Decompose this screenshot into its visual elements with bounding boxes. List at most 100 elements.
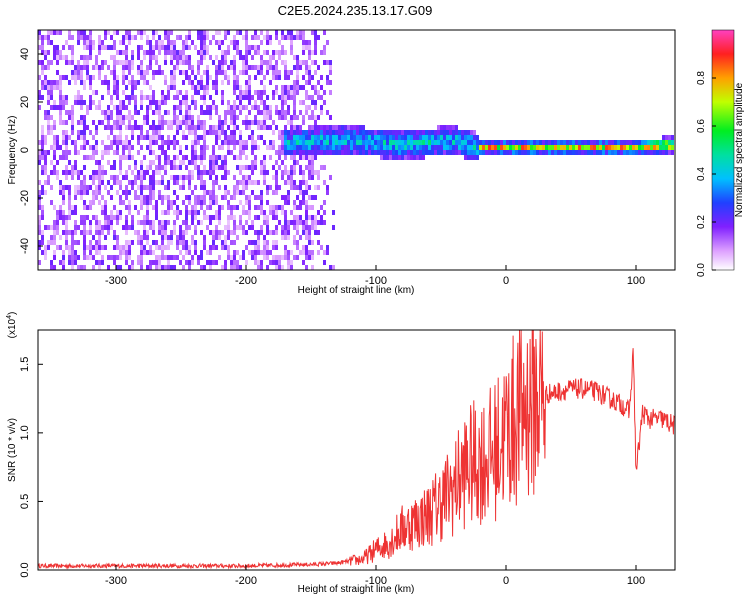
heat-cell bbox=[488, 140, 491, 145]
heat-cell bbox=[65, 185, 68, 190]
heat-cell bbox=[113, 40, 116, 45]
heat-cell bbox=[248, 85, 251, 90]
heat-cell bbox=[248, 125, 251, 130]
heat-cell bbox=[200, 60, 203, 65]
heat-cell bbox=[143, 80, 146, 85]
heat-cell bbox=[407, 135, 410, 140]
heat-cell bbox=[314, 130, 317, 135]
heat-cell bbox=[107, 65, 110, 70]
heat-cell bbox=[119, 50, 122, 55]
heat-cell bbox=[212, 80, 215, 85]
heat-cell bbox=[251, 65, 254, 70]
heat-cell bbox=[50, 80, 53, 85]
heat-cell bbox=[98, 160, 101, 165]
heat-cell bbox=[125, 65, 128, 70]
heat-cell bbox=[161, 115, 164, 120]
heat-cell bbox=[425, 130, 428, 135]
heat-cell bbox=[416, 150, 419, 155]
heat-cell bbox=[527, 145, 530, 150]
heat-cell bbox=[128, 255, 131, 260]
heat-cell bbox=[668, 140, 671, 145]
heat-cell bbox=[245, 210, 248, 215]
heat-cell bbox=[263, 160, 266, 165]
heat-cell bbox=[599, 140, 602, 145]
heat-cell bbox=[560, 150, 563, 155]
heat-cell bbox=[152, 70, 155, 75]
heat-cell bbox=[86, 110, 89, 115]
heat-cell bbox=[251, 165, 254, 170]
heat-cell bbox=[104, 185, 107, 190]
heat-cell bbox=[359, 135, 362, 140]
heat-cell bbox=[251, 105, 254, 110]
heat-cell bbox=[287, 75, 290, 80]
heat-cell bbox=[284, 70, 287, 75]
heat-cell bbox=[254, 30, 257, 35]
heat-cell bbox=[107, 80, 110, 85]
heat-cell bbox=[290, 210, 293, 215]
heat-cell bbox=[194, 215, 197, 220]
heat-cell bbox=[434, 130, 437, 135]
heat-cell bbox=[230, 265, 233, 270]
heat-cell bbox=[125, 135, 128, 140]
heat-cell bbox=[248, 175, 251, 180]
heat-cell bbox=[188, 130, 191, 135]
heat-cell bbox=[227, 220, 230, 225]
colorbar-tick-label: 0.6 bbox=[696, 119, 707, 133]
heat-cell bbox=[338, 130, 341, 135]
heat-cell bbox=[266, 60, 269, 65]
heat-cell bbox=[305, 215, 308, 220]
heat-cell bbox=[140, 170, 143, 175]
heat-cell bbox=[59, 145, 62, 150]
heat-cell bbox=[68, 255, 71, 260]
heat-cell bbox=[164, 120, 167, 125]
heat-cell bbox=[251, 55, 254, 60]
heat-cell bbox=[197, 125, 200, 130]
heat-cell bbox=[320, 135, 323, 140]
heat-cell bbox=[296, 130, 299, 135]
heat-cell bbox=[239, 255, 242, 260]
heat-cell bbox=[104, 125, 107, 130]
heat-cell bbox=[161, 235, 164, 240]
heat-cell bbox=[293, 205, 296, 210]
heat-cell bbox=[143, 175, 146, 180]
heat-cell bbox=[578, 140, 581, 145]
heat-cell bbox=[314, 140, 317, 145]
heat-cell bbox=[254, 75, 257, 80]
heat-cell bbox=[368, 135, 371, 140]
heat-cell bbox=[167, 145, 170, 150]
heat-cell bbox=[284, 50, 287, 55]
heat-cell bbox=[431, 150, 434, 155]
heat-cell bbox=[125, 85, 128, 90]
heat-cell bbox=[158, 130, 161, 135]
heat-cell bbox=[215, 125, 218, 130]
heat-cell bbox=[203, 30, 206, 35]
heat-cell bbox=[302, 30, 305, 35]
heat-cell bbox=[56, 85, 59, 90]
heat-cell bbox=[161, 40, 164, 45]
heat-cell bbox=[434, 135, 437, 140]
heat-cell bbox=[494, 145, 497, 150]
heat-cell bbox=[188, 225, 191, 230]
heat-cell bbox=[110, 55, 113, 60]
heat-cell bbox=[272, 120, 275, 125]
heat-cell bbox=[314, 70, 317, 75]
heat-cell bbox=[95, 140, 98, 145]
heat-cell bbox=[167, 240, 170, 245]
heat-cell bbox=[44, 50, 47, 55]
heat-cell bbox=[218, 125, 221, 130]
heat-cell bbox=[65, 55, 68, 60]
heat-cell bbox=[515, 145, 518, 150]
heat-cell bbox=[137, 255, 140, 260]
heat-cell bbox=[230, 240, 233, 245]
heat-cell bbox=[164, 170, 167, 175]
heat-cell bbox=[101, 195, 104, 200]
heat-cell bbox=[206, 205, 209, 210]
heat-cell bbox=[419, 135, 422, 140]
heat-cell bbox=[278, 165, 281, 170]
heat-cell bbox=[434, 140, 437, 145]
heat-cell bbox=[86, 105, 89, 110]
heat-cell bbox=[395, 150, 398, 155]
heat-cell bbox=[467, 150, 470, 155]
heat-cell bbox=[311, 170, 314, 175]
heat-cell bbox=[161, 175, 164, 180]
